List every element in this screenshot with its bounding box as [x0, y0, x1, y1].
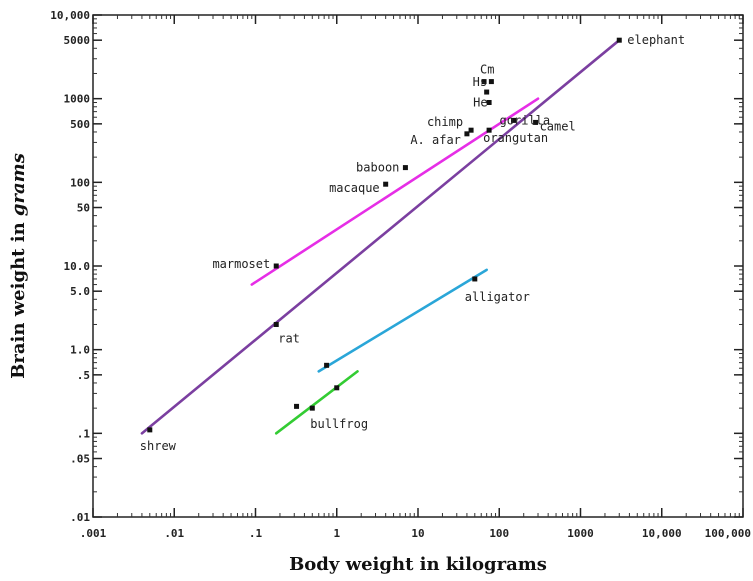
- point-label: rat: [278, 331, 300, 345]
- y-axis-title-prefix: Brain weight in: [8, 216, 29, 379]
- point-label: macaque: [329, 181, 380, 195]
- data-point: [294, 403, 300, 409]
- point-label: gorilla: [500, 113, 551, 127]
- data-point: [464, 131, 470, 137]
- data-point: [484, 89, 490, 95]
- fit-line-3: [317, 268, 488, 373]
- data-point: [147, 427, 153, 433]
- x-axis-title: Body weight in kilograms: [289, 554, 547, 575]
- data-point: [402, 165, 408, 171]
- point-label: chimp: [427, 115, 463, 129]
- x-tick-label: .1: [249, 527, 263, 540]
- y-tick-label: 10.0: [64, 260, 91, 273]
- fit-line-1: [140, 38, 621, 435]
- x-tick-label: 100: [489, 527, 509, 540]
- data-point: [486, 127, 492, 133]
- x-tick-label: 10,000: [642, 527, 682, 540]
- data-point: [511, 117, 517, 123]
- minor-ticks: [93, 15, 743, 517]
- data-points: [147, 37, 622, 433]
- y-tick-label: 5.0: [70, 285, 90, 298]
- x-tick-label: 1: [333, 527, 340, 540]
- y-tick-label: 50: [77, 202, 90, 215]
- y-axis-ticks: 10,000 5000 1000 500 100 50 10.0 5.0 1.0 .5 .1 .05.…: [50, 9, 743, 524]
- y-tick-label: .5: [77, 369, 90, 382]
- fit-line-4: [274, 370, 359, 435]
- point-label: marmoset: [212, 257, 270, 271]
- x-axis-ticks: .001 .01 .1 1 10 100 1000 10,000 100,000: [80, 15, 751, 540]
- point-label: alligator: [465, 290, 530, 304]
- y-tick-label: 1.0: [70, 344, 90, 357]
- fit-line-2: [250, 97, 540, 286]
- plot-frame: [92, 14, 744, 518]
- point-label: camel: [540, 119, 576, 133]
- point-label: baboon: [356, 161, 399, 175]
- point-label: elephant: [627, 33, 685, 47]
- data-point: [324, 362, 330, 368]
- point-label: A. afar: [410, 133, 461, 147]
- y-axis-title: Brain weight in grams: [8, 153, 29, 379]
- y-tick-label: .01: [70, 511, 90, 524]
- x-tick-label: 100,000: [705, 527, 751, 540]
- point-label: He: [473, 95, 487, 109]
- y-tick-label: 10,000: [50, 9, 90, 22]
- x-tick-label: .01: [164, 527, 184, 540]
- x-tick-label: 1000: [567, 527, 594, 540]
- y-tick-label: .05: [70, 453, 90, 466]
- data-point: [309, 405, 315, 411]
- x-tick-label: .001: [80, 527, 107, 540]
- x-tick-label: 10: [411, 527, 424, 540]
- y-tick-label: 100: [70, 176, 90, 189]
- data-point: [481, 79, 487, 85]
- data-point: [486, 99, 492, 105]
- data-point: [273, 263, 279, 269]
- y-tick-label: 500: [70, 118, 90, 131]
- point-label: shrew: [140, 439, 177, 453]
- point-label: bullfrog: [310, 417, 368, 431]
- data-point: [488, 79, 494, 85]
- point-label: Cm: [480, 63, 494, 77]
- data-point: [273, 321, 279, 327]
- fit-lines: [140, 38, 621, 435]
- point-label: orangutan: [483, 131, 548, 145]
- data-point: [533, 119, 539, 125]
- y-axis-title-unit: grams: [8, 153, 29, 216]
- data-point: [468, 127, 474, 133]
- data-point: [383, 181, 389, 187]
- y-tick-label: 5000: [64, 34, 91, 47]
- data-point: [616, 37, 622, 43]
- y-tick-label: .1: [77, 427, 91, 440]
- data-point: [334, 385, 340, 391]
- y-tick-label: 1000: [64, 93, 91, 106]
- data-point: [472, 276, 478, 282]
- point-label: Hs: [473, 75, 487, 89]
